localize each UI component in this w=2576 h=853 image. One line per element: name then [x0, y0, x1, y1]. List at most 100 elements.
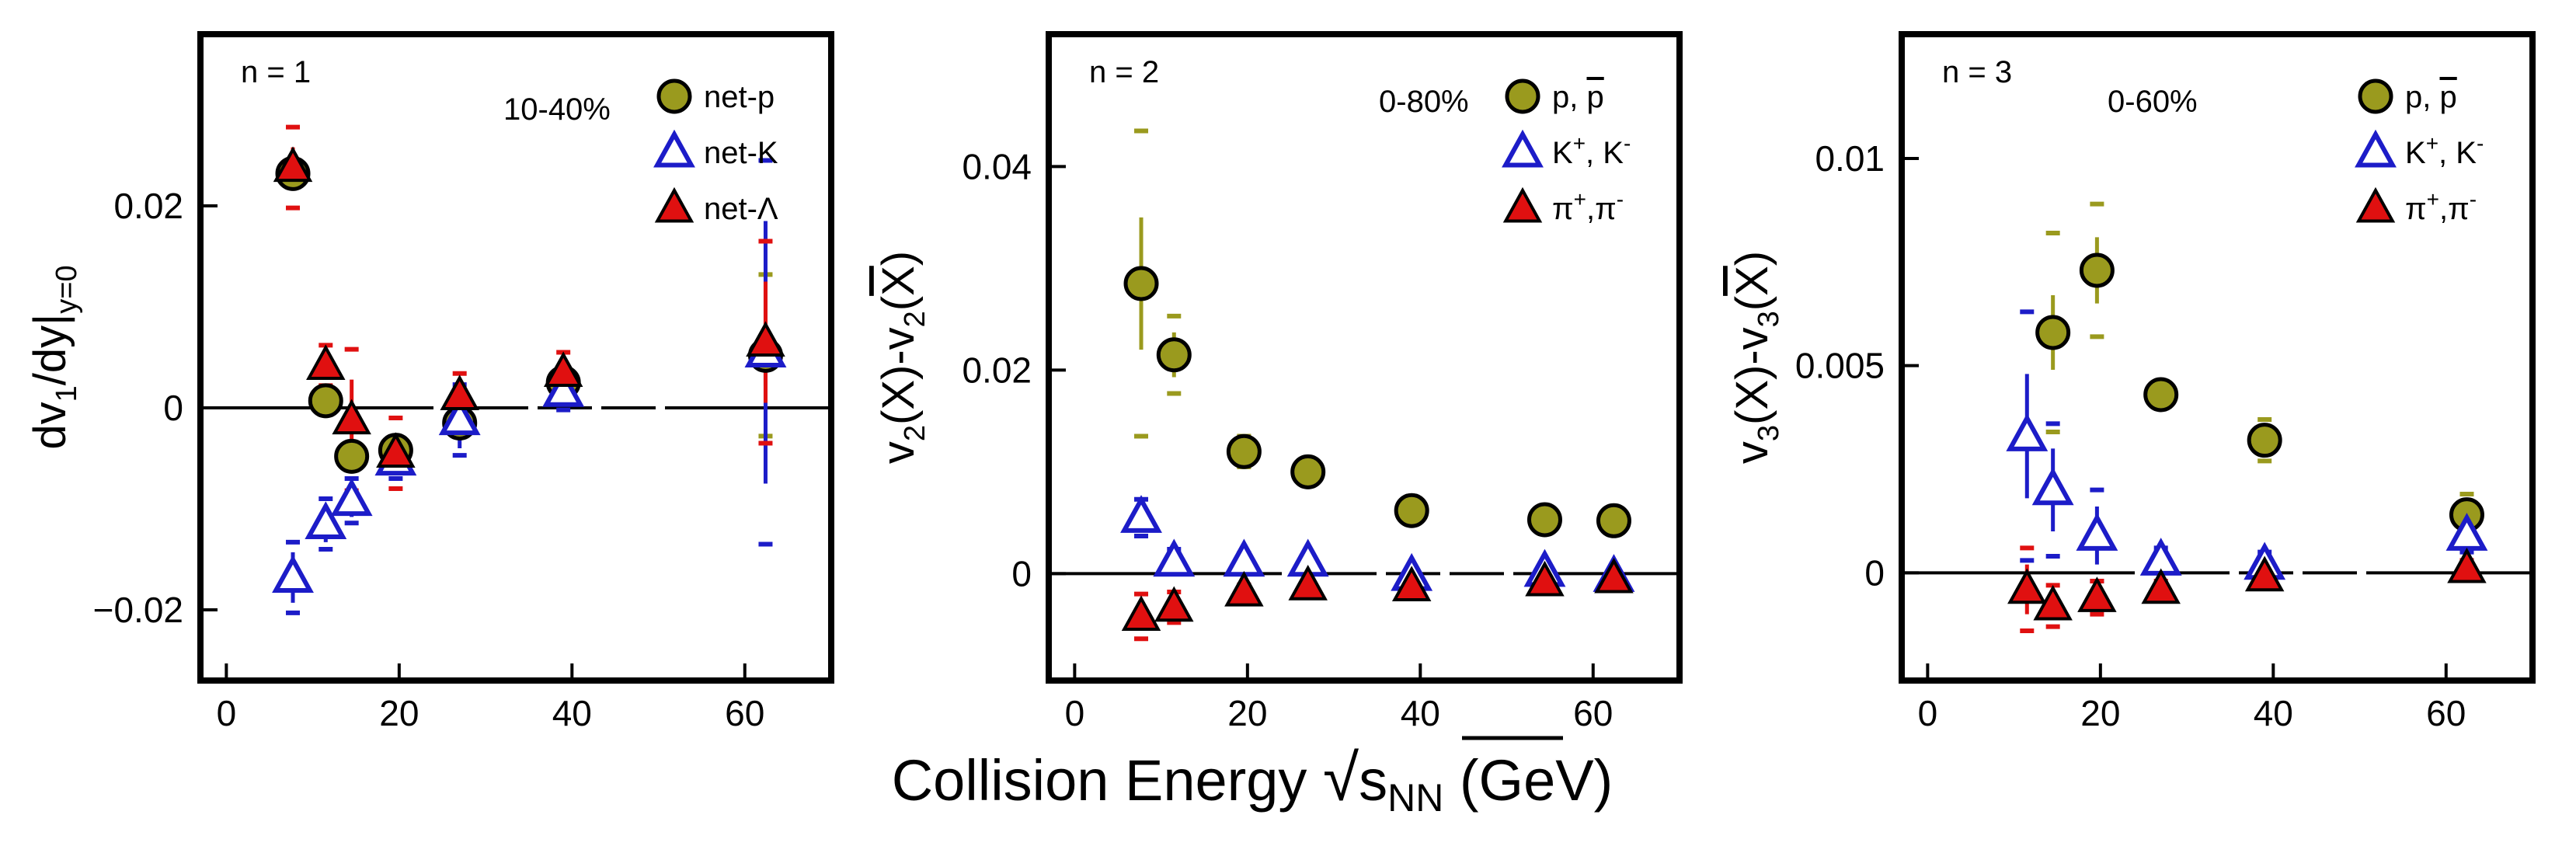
x-axis-title-main: Collision Energy	[892, 748, 1323, 813]
x-tick-label: 0	[217, 693, 237, 733]
y-tick-label: 0.04	[962, 146, 1032, 186]
data-point	[1525, 560, 1565, 597]
data-point	[1391, 566, 1432, 602]
data-point	[1156, 337, 1192, 373]
data-point	[2247, 423, 2282, 458]
legend-label-bar: p	[1586, 80, 1603, 114]
x-tick-label: 60	[2426, 693, 2466, 733]
y-axis-title: v2(X)-v2(X)	[873, 251, 931, 464]
data-point	[2141, 568, 2181, 604]
legend-marker	[656, 78, 692, 114]
x-tick-label: 20	[379, 693, 419, 733]
panel-3: 0 20 40 60 0 0.005 0.01 n = 3 0-60% p, p K+, K-π+,…	[1727, 31, 2536, 733]
legend-label: π+,π-	[2405, 187, 2477, 226]
data-point	[1594, 557, 1634, 594]
centrality-label: 0-60%	[2108, 85, 2198, 119]
y-axis-title-bar: X	[1727, 266, 1777, 296]
legend-marker	[1505, 78, 1540, 114]
centrality-label: 10-40%	[503, 92, 611, 127]
x-tick-label: 40	[552, 693, 592, 733]
data-point	[1121, 595, 1161, 632]
data-point	[746, 321, 785, 357]
legend-label: π+,π-	[1552, 187, 1624, 226]
y-axis-title-bar: X	[873, 266, 924, 296]
panel-label: n = 2	[1089, 55, 1159, 89]
x-tick-label: 0	[1918, 693, 1938, 733]
data-point	[2035, 315, 2071, 350]
data-point	[2447, 547, 2487, 583]
centrality-label: 0-80%	[1379, 85, 1469, 119]
legend-marker	[1502, 186, 1543, 223]
legend-label: K+, K-	[1552, 131, 1631, 170]
legend-marker	[1502, 129, 1544, 168]
x-axis-title-s: s	[1359, 748, 1387, 813]
y-tick-label: −0.02	[93, 590, 183, 630]
data-point	[2244, 555, 2285, 592]
data-point	[1223, 538, 1265, 577]
legend-label: p, p	[2405, 80, 2457, 114]
data-point	[2079, 252, 2115, 288]
data-point	[440, 374, 479, 410]
x-tick-label: 40	[2254, 693, 2293, 733]
data-point	[1123, 266, 1159, 301]
y-axis-title: v3(X)-v3(X)	[1727, 251, 1785, 464]
panel-label: n = 1	[241, 55, 311, 89]
x-tick-label: 20	[2080, 693, 2120, 733]
panel-label: n = 3	[1942, 55, 2012, 89]
data-point	[1226, 433, 1262, 469]
x-tick-label: 0	[1065, 693, 1085, 733]
x-tick-label: 20	[1227, 693, 1267, 733]
x-tick-label: 60	[1573, 693, 1613, 733]
data-point	[1394, 493, 1429, 528]
data-point	[2143, 377, 2179, 413]
data-point	[305, 501, 347, 540]
legend-label: p, p	[1552, 80, 1604, 114]
data-point	[543, 351, 583, 388]
y-tick-label: 0	[163, 388, 183, 428]
x-axis-title-sqrt: √	[1323, 741, 1359, 814]
y-tick-label: 0.005	[1795, 346, 1885, 386]
data-point	[376, 432, 416, 468]
x-axis-title: Collision Energy √sNN (GeV)	[892, 741, 1613, 820]
data-point	[332, 399, 371, 435]
panel-2: 0 20 40 60 0 0.02 0.04 n = 2 0-80% p, p K+, K-π+,π…	[873, 31, 1683, 733]
data-point	[438, 397, 481, 436]
data-point	[542, 368, 585, 407]
data-point	[2031, 467, 2074, 506]
data-point	[2033, 584, 2073, 621]
data-point	[1526, 502, 1562, 538]
data-point	[1120, 495, 1162, 533]
x-axis-title-sub: NN	[1387, 776, 1443, 820]
plot-frame	[1899, 31, 2536, 684]
y-tick-label: 0.02	[962, 350, 1032, 390]
legend-label: K+, K-	[2405, 131, 2484, 170]
legend-marker	[2358, 78, 2393, 114]
x-tick-label: 60	[725, 693, 764, 733]
data-point	[306, 344, 346, 380]
data-point	[2077, 576, 2117, 612]
plot-frame	[1046, 31, 1683, 684]
data-point	[273, 146, 313, 183]
legend-marker	[653, 129, 695, 168]
data-point	[2007, 568, 2047, 604]
legend-marker	[654, 186, 694, 223]
legend-label: net-p	[704, 80, 775, 114]
data-point	[272, 555, 314, 593]
data-point	[1224, 570, 1264, 607]
data-point	[1153, 538, 1196, 577]
x-tick-label: 40	[1401, 693, 1440, 733]
data-point	[1288, 565, 1328, 601]
x-axis-title-unit: (GeV)	[1443, 748, 1613, 813]
legend-marker	[2355, 186, 2396, 223]
data-point	[334, 438, 370, 474]
data-point	[308, 383, 343, 419]
legend-label-bar: p	[2439, 80, 2456, 114]
data-point	[330, 478, 373, 517]
y-tick-label: 0.02	[113, 186, 183, 226]
data-point	[1596, 503, 1631, 538]
legend-label: net-K	[704, 136, 778, 170]
panel-1: 0 20 40 60 −0.02 0 0.02 n = 1 10-40% net-p net-K ne…	[25, 31, 834, 733]
y-tick-label: 0.01	[1815, 138, 1885, 179]
y-axis-title: dv1/dy|y=0	[25, 265, 83, 449]
